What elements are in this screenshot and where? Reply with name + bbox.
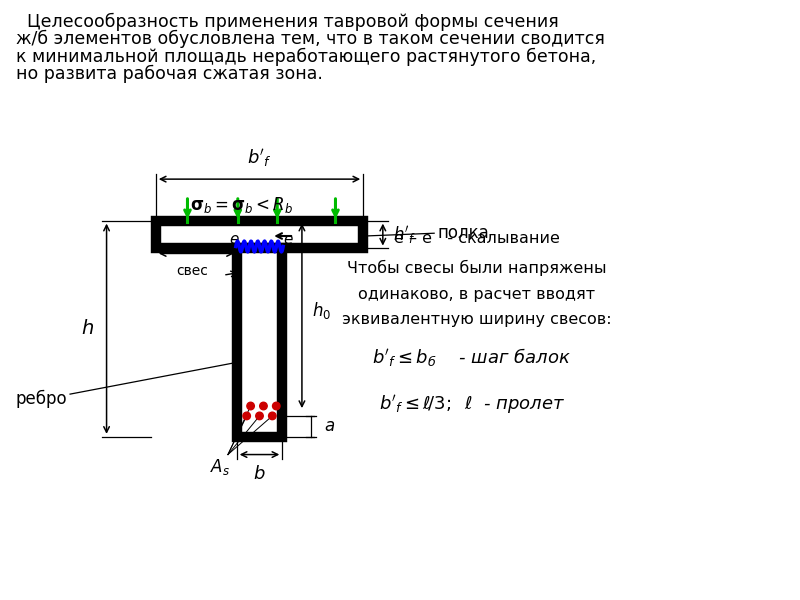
Text: e: e <box>229 232 238 247</box>
Text: эквивалентную ширину свесов:: эквивалентную ширину свесов: <box>342 313 611 328</box>
Text: одинаково, в расчет вводят: одинаково, в расчет вводят <box>358 287 595 302</box>
Text: Чтобы свесы были напряжены: Чтобы свесы были напряжены <box>347 260 606 277</box>
Text: ребро: ребро <box>15 390 67 408</box>
Text: но развита рабочая сжатая зона.: но развита рабочая сжатая зона. <box>16 65 322 83</box>
Text: e: e <box>283 232 293 247</box>
Circle shape <box>243 412 250 419</box>
Text: $\mathbf{\sigma}_b = \mathbf{\sigma}_b < R_b$: $\mathbf{\sigma}_b = \mathbf{\sigma}_b <… <box>190 195 294 215</box>
Text: $a$: $a$ <box>324 418 334 436</box>
Text: ж/б элементов обусловлена тем, что в таком сечении сводится: ж/б элементов обусловлена тем, что в так… <box>16 30 605 48</box>
Circle shape <box>273 402 280 410</box>
Text: Целесообразность применения тавровой формы сечения: Целесообразность применения тавровой фор… <box>16 13 558 31</box>
Text: e – e   - скалывание: e – e - скалывание <box>394 231 559 246</box>
Text: $b'_f \leq b_б$    - шаг балок: $b'_f \leq b_б$ - шаг балок <box>372 346 571 368</box>
Text: $h'_f$: $h'_f$ <box>393 224 416 245</box>
Circle shape <box>247 402 254 410</box>
Text: свес: свес <box>176 265 208 278</box>
Circle shape <box>260 402 267 410</box>
Text: $h_0$: $h_0$ <box>312 301 331 322</box>
Text: $A_s$: $A_s$ <box>210 457 230 476</box>
Text: $b'_f \leq \ell\!/3;\;\; \ell$  - пролет: $b'_f \leq \ell\!/3;\;\; \ell$ - пролет <box>378 392 565 416</box>
Text: $h$: $h$ <box>81 319 94 338</box>
Bar <box>156 221 363 248</box>
Bar <box>237 248 282 437</box>
Circle shape <box>269 412 276 419</box>
Text: полка: полка <box>437 224 489 242</box>
Text: $b'_f$: $b'_f$ <box>247 147 272 169</box>
Text: к минимальной площадь неработающего растянутого бетона,: к минимальной площадь неработающего раст… <box>16 47 596 65</box>
Text: $b$: $b$ <box>254 466 266 484</box>
Circle shape <box>256 412 263 419</box>
